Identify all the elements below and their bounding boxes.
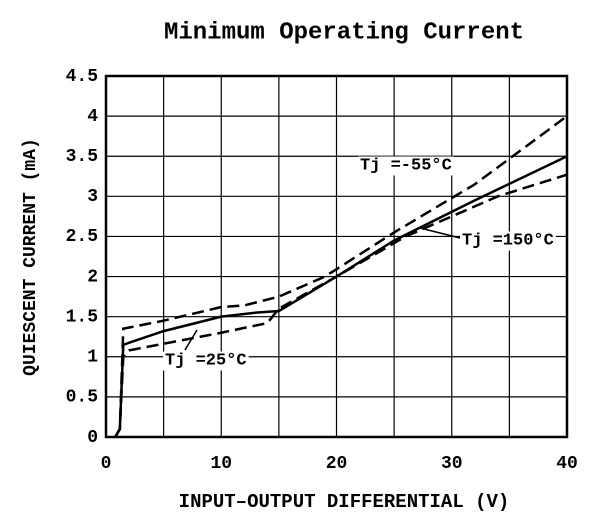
y-tick-label: 2 xyxy=(87,267,98,287)
y-tick-label: 1.5 xyxy=(66,307,98,327)
y-tick-label: 3.5 xyxy=(66,147,98,167)
y-tick-label: 1 xyxy=(87,348,98,368)
label-bg xyxy=(163,351,249,371)
y-tick-label: 3 xyxy=(87,187,98,207)
y-tick-label: 2.5 xyxy=(66,227,98,247)
series-line xyxy=(114,173,568,438)
x-tick-label: 30 xyxy=(441,454,463,474)
y-tick-label: 0.5 xyxy=(66,388,98,408)
leader-line xyxy=(419,227,461,239)
y-tick-label: 4 xyxy=(87,107,98,127)
y-tick-label: 4.5 xyxy=(66,67,98,87)
x-tick-label: 10 xyxy=(210,454,232,474)
x-tick-label: 40 xyxy=(556,454,578,474)
label-bg xyxy=(460,231,556,251)
series-label: Tj =-55°C xyxy=(360,156,452,175)
x-axis-label: INPUT–OUTPUT DIFFERENTIAL (V) xyxy=(179,491,510,513)
leader-line xyxy=(184,329,198,351)
x-tick-label: 0 xyxy=(101,454,112,474)
chart-title: Minimum Operating Current xyxy=(164,19,524,46)
series-label: Tj =25°C xyxy=(165,351,247,370)
label-bg xyxy=(358,156,454,176)
y-tick-label: 0 xyxy=(87,428,98,448)
plot-frame xyxy=(104,74,569,439)
y-axis-label: QUIESCENT CURRENT (mA) xyxy=(21,138,41,376)
series-line xyxy=(114,155,568,438)
series-label: Tj =150°C xyxy=(462,231,554,250)
x-tick-label: 20 xyxy=(326,454,348,474)
